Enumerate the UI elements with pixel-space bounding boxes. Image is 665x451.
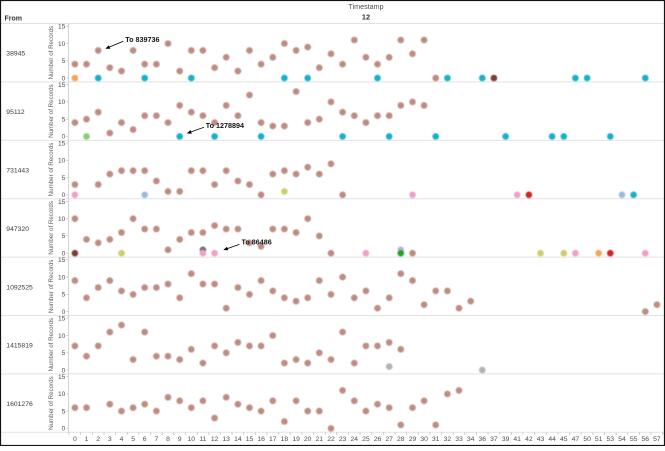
svg-text:0: 0 bbox=[62, 251, 66, 258]
svg-text:24: 24 bbox=[351, 436, 359, 443]
svg-text:11: 11 bbox=[199, 436, 206, 443]
svg-text:0: 0 bbox=[73, 436, 77, 443]
svg-text:33: 33 bbox=[455, 436, 463, 443]
svg-text:41: 41 bbox=[513, 436, 521, 443]
svg-text:37: 37 bbox=[490, 436, 498, 443]
svg-text:12: 12 bbox=[211, 436, 219, 443]
svg-text:30: 30 bbox=[420, 436, 428, 443]
svg-text:5: 5 bbox=[62, 175, 66, 182]
svg-text:5: 5 bbox=[62, 408, 66, 415]
svg-text:5: 5 bbox=[62, 58, 66, 65]
svg-text:21: 21 bbox=[316, 436, 324, 443]
svg-text:17: 17 bbox=[269, 436, 277, 443]
svg-text:20: 20 bbox=[304, 436, 312, 443]
svg-text:34: 34 bbox=[467, 436, 475, 443]
svg-text:44: 44 bbox=[548, 436, 556, 443]
svg-text:32: 32 bbox=[444, 436, 452, 443]
svg-text:10: 10 bbox=[58, 158, 66, 165]
svg-text:7: 7 bbox=[155, 436, 159, 443]
svg-text:1092525: 1092525 bbox=[6, 284, 33, 291]
svg-text:947320: 947320 bbox=[6, 226, 29, 233]
svg-text:57: 57 bbox=[653, 436, 661, 443]
svg-text:15: 15 bbox=[58, 257, 66, 264]
svg-text:50: 50 bbox=[583, 436, 591, 443]
svg-text:12: 12 bbox=[362, 13, 370, 22]
svg-text:5: 5 bbox=[62, 350, 66, 357]
svg-text:1415819: 1415819 bbox=[6, 343, 33, 350]
svg-text:4: 4 bbox=[120, 436, 124, 443]
svg-text:10: 10 bbox=[188, 436, 196, 443]
svg-text:9: 9 bbox=[178, 436, 182, 443]
svg-text:38945: 38945 bbox=[6, 51, 25, 58]
svg-text:0: 0 bbox=[62, 192, 66, 199]
svg-text:56: 56 bbox=[642, 436, 650, 443]
svg-text:10: 10 bbox=[58, 391, 66, 398]
svg-text:95112: 95112 bbox=[6, 109, 25, 116]
svg-text:0: 0 bbox=[62, 309, 66, 316]
svg-text:55: 55 bbox=[630, 436, 638, 443]
svg-text:43: 43 bbox=[537, 436, 545, 443]
svg-text:15: 15 bbox=[58, 140, 66, 147]
svg-text:To 86486: To 86486 bbox=[242, 237, 272, 246]
svg-text:10: 10 bbox=[58, 41, 66, 48]
svg-text:47: 47 bbox=[572, 436, 580, 443]
svg-text:5: 5 bbox=[62, 117, 66, 124]
svg-text:25: 25 bbox=[362, 436, 370, 443]
svg-text:10: 10 bbox=[58, 333, 66, 340]
svg-text:23: 23 bbox=[339, 436, 347, 443]
svg-text:To 1278894: To 1278894 bbox=[206, 121, 244, 130]
svg-text:29: 29 bbox=[409, 436, 417, 443]
svg-text:10: 10 bbox=[58, 216, 66, 223]
svg-text:5: 5 bbox=[62, 233, 66, 240]
svg-text:27: 27 bbox=[385, 436, 393, 443]
svg-text:Number of Records: Number of Records bbox=[48, 376, 55, 430]
svg-text:15: 15 bbox=[58, 82, 66, 89]
svg-text:5: 5 bbox=[62, 292, 66, 299]
svg-text:51: 51 bbox=[595, 436, 603, 443]
svg-text:Number of Records: Number of Records bbox=[48, 259, 55, 313]
svg-text:Timestamp: Timestamp bbox=[348, 2, 383, 11]
svg-text:15: 15 bbox=[58, 24, 66, 31]
svg-text:Number of Records: Number of Records bbox=[48, 26, 55, 80]
svg-text:731443: 731443 bbox=[6, 168, 29, 175]
svg-text:0: 0 bbox=[62, 367, 66, 374]
svg-text:3: 3 bbox=[108, 436, 112, 443]
svg-text:19: 19 bbox=[292, 436, 300, 443]
svg-text:0: 0 bbox=[62, 75, 66, 82]
svg-text:14: 14 bbox=[234, 436, 242, 443]
svg-text:From: From bbox=[5, 15, 23, 22]
svg-text:16: 16 bbox=[257, 436, 265, 443]
svg-text:15: 15 bbox=[58, 316, 66, 323]
svg-text:Number of Records: Number of Records bbox=[48, 318, 55, 372]
svg-text:2: 2 bbox=[96, 436, 100, 443]
svg-text:15: 15 bbox=[58, 374, 66, 381]
svg-text:0: 0 bbox=[62, 134, 66, 141]
svg-text:28: 28 bbox=[397, 436, 405, 443]
svg-text:Number of Records: Number of Records bbox=[48, 84, 55, 138]
svg-text:Number of Records: Number of Records bbox=[48, 201, 55, 255]
svg-text:13: 13 bbox=[222, 436, 230, 443]
svg-text:42: 42 bbox=[525, 436, 533, 443]
svg-text:Number of Records: Number of Records bbox=[48, 143, 55, 197]
svg-text:To 839736: To 839736 bbox=[125, 35, 159, 44]
svg-text:45: 45 bbox=[560, 436, 568, 443]
svg-text:54: 54 bbox=[618, 436, 626, 443]
svg-text:31: 31 bbox=[432, 436, 440, 443]
svg-text:0: 0 bbox=[62, 426, 66, 433]
svg-text:10: 10 bbox=[58, 99, 66, 106]
svg-text:15: 15 bbox=[58, 199, 66, 206]
svg-text:1601276: 1601276 bbox=[6, 401, 33, 408]
svg-text:26: 26 bbox=[374, 436, 382, 443]
svg-text:1: 1 bbox=[85, 436, 89, 443]
svg-text:22: 22 bbox=[327, 436, 335, 443]
svg-text:15: 15 bbox=[246, 436, 254, 443]
svg-text:5: 5 bbox=[131, 436, 135, 443]
svg-text:39: 39 bbox=[502, 436, 510, 443]
svg-text:8: 8 bbox=[166, 436, 170, 443]
svg-text:10: 10 bbox=[58, 274, 66, 281]
svg-text:18: 18 bbox=[281, 436, 289, 443]
svg-text:53: 53 bbox=[607, 436, 615, 443]
svg-text:36: 36 bbox=[479, 436, 487, 443]
svg-text:6: 6 bbox=[143, 436, 147, 443]
